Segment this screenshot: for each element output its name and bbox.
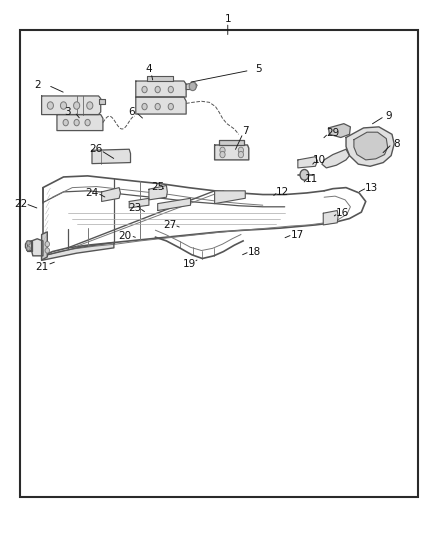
Polygon shape xyxy=(136,97,186,114)
Text: 16: 16 xyxy=(336,208,349,218)
Polygon shape xyxy=(136,81,186,97)
Bar xyxy=(20,30,418,497)
Circle shape xyxy=(85,119,90,126)
Circle shape xyxy=(300,169,309,180)
Polygon shape xyxy=(322,149,350,168)
Polygon shape xyxy=(99,99,105,104)
Circle shape xyxy=(74,102,80,109)
Text: 17: 17 xyxy=(290,230,304,239)
Circle shape xyxy=(155,86,160,93)
Text: 8: 8 xyxy=(393,139,400,149)
Polygon shape xyxy=(158,198,191,211)
Circle shape xyxy=(60,102,67,109)
Polygon shape xyxy=(102,188,120,201)
Circle shape xyxy=(189,82,196,91)
Circle shape xyxy=(168,86,173,93)
Polygon shape xyxy=(42,243,114,260)
Polygon shape xyxy=(42,232,47,260)
Circle shape xyxy=(45,241,49,247)
Polygon shape xyxy=(219,140,244,145)
Text: 5: 5 xyxy=(255,64,262,74)
Polygon shape xyxy=(27,241,32,251)
Polygon shape xyxy=(186,83,197,90)
Circle shape xyxy=(238,151,244,158)
Polygon shape xyxy=(328,124,350,138)
Polygon shape xyxy=(57,115,103,131)
Text: 13: 13 xyxy=(365,183,378,192)
Text: 21: 21 xyxy=(35,262,48,271)
Circle shape xyxy=(142,86,147,93)
Text: 1: 1 xyxy=(224,14,231,23)
Text: 23: 23 xyxy=(128,203,141,213)
Circle shape xyxy=(168,103,173,110)
Text: 3: 3 xyxy=(64,107,71,117)
Polygon shape xyxy=(298,157,318,168)
Text: 12: 12 xyxy=(276,187,289,197)
Text: 6: 6 xyxy=(128,107,135,117)
Text: 9: 9 xyxy=(385,111,392,121)
Polygon shape xyxy=(323,211,338,225)
Text: 11: 11 xyxy=(304,174,318,183)
Text: 25: 25 xyxy=(151,182,164,191)
Polygon shape xyxy=(215,145,249,160)
Text: 27: 27 xyxy=(163,220,177,230)
Text: 2: 2 xyxy=(34,80,41,90)
Circle shape xyxy=(63,119,68,126)
Text: 24: 24 xyxy=(85,188,99,198)
Polygon shape xyxy=(215,191,245,204)
Polygon shape xyxy=(129,198,149,208)
Circle shape xyxy=(155,103,160,110)
Circle shape xyxy=(27,241,30,245)
Circle shape xyxy=(27,246,30,251)
Text: 26: 26 xyxy=(90,144,103,154)
Polygon shape xyxy=(42,96,101,115)
Polygon shape xyxy=(147,76,173,81)
Text: 20: 20 xyxy=(118,231,131,240)
Text: 18: 18 xyxy=(247,247,261,256)
Polygon shape xyxy=(25,241,32,251)
Circle shape xyxy=(87,102,93,109)
Polygon shape xyxy=(149,185,167,200)
Polygon shape xyxy=(32,239,43,256)
Text: 4: 4 xyxy=(145,64,152,74)
Text: 7: 7 xyxy=(242,126,249,135)
Circle shape xyxy=(220,147,225,154)
Text: 29: 29 xyxy=(326,128,339,138)
Circle shape xyxy=(45,248,49,253)
Text: 10: 10 xyxy=(313,155,326,165)
Text: 22: 22 xyxy=(14,199,28,208)
Polygon shape xyxy=(354,132,388,160)
Circle shape xyxy=(238,147,244,154)
Polygon shape xyxy=(92,149,131,164)
Circle shape xyxy=(74,119,79,126)
Text: 19: 19 xyxy=(183,259,196,269)
Circle shape xyxy=(142,103,147,110)
Polygon shape xyxy=(346,127,394,166)
Circle shape xyxy=(220,151,225,158)
Circle shape xyxy=(47,102,53,109)
